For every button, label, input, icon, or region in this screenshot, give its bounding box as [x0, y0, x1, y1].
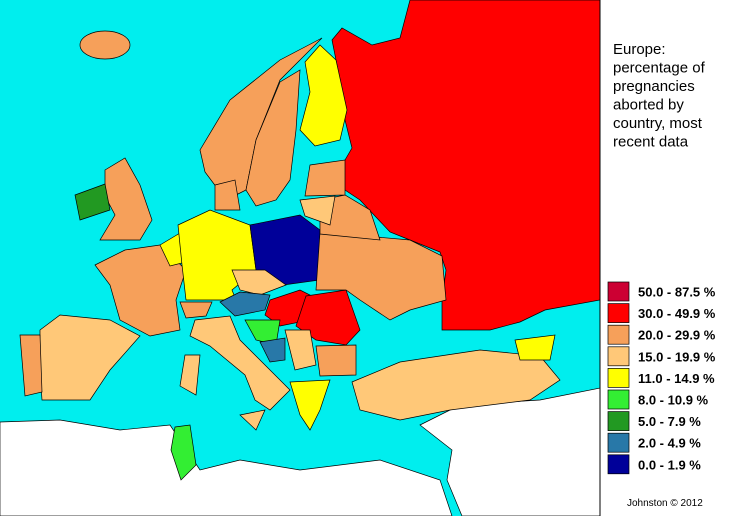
- sweden: [245, 69, 301, 207]
- legend-label: 50.0 - 87.5 %: [638, 285, 716, 300]
- sardinia: [179, 354, 201, 396]
- sicily: [239, 409, 266, 431]
- legend-swatch: [607, 432, 630, 453]
- lithuania: [299, 195, 336, 226]
- legend-label: 20.0 - 29.9 %: [638, 328, 716, 343]
- africa: [0, 419, 453, 516]
- belarus: [319, 194, 381, 241]
- legend-label: 0.0 - 1.9 %: [638, 457, 701, 472]
- bosnia: [259, 337, 286, 363]
- title-line: Europe:: [613, 41, 666, 58]
- latvia-estonia: [304, 159, 346, 197]
- legend-swatch: [607, 454, 630, 475]
- legend-swatch: [607, 368, 630, 388]
- legend-label: 8.0 - 10.9 %: [638, 393, 709, 408]
- legend-label: 30.0 - 49.9 %: [638, 306, 716, 321]
- map: [0, 0, 601, 516]
- russia: [331, 0, 601, 331]
- legend-label: 2.0 - 4.9 %: [638, 436, 701, 451]
- denmark: [214, 179, 241, 211]
- turkey: [351, 349, 561, 421]
- ukraine: [315, 231, 447, 321]
- france: [94, 244, 187, 337]
- ireland: [74, 183, 111, 221]
- iceland: [79, 30, 131, 60]
- legend: 50.0 - 87.5 % 30.0 - 49.9 % 20.0 - 29.9 % 1…: [607, 281, 716, 475]
- legend-swatch: [607, 281, 630, 302]
- title-line: recent data: [613, 134, 689, 151]
- finland: [299, 44, 348, 147]
- credit: Johnston © 2012: [627, 498, 703, 509]
- portugal: [19, 334, 43, 397]
- legend-swatch: [607, 303, 630, 323]
- legend-swatch: [607, 389, 630, 410]
- italy: [189, 315, 291, 411]
- serbia: [284, 329, 317, 371]
- legend-label: 15.0 - 19.9 %: [638, 349, 716, 364]
- austria: [219, 291, 271, 317]
- legend-swatch: [607, 411, 630, 431]
- legend-swatch: [607, 324, 630, 345]
- greece: [289, 379, 331, 431]
- legend-label: 5.0 - 7.9 %: [638, 414, 701, 429]
- title-line: country, most: [613, 115, 703, 132]
- switzerland: [179, 301, 213, 319]
- bulgaria: [315, 344, 357, 377]
- title-line: percentage of: [613, 60, 706, 77]
- legend-swatch: [607, 346, 630, 367]
- title-line: pregnancies: [613, 78, 695, 95]
- czechia: [231, 269, 287, 296]
- caucasus: [514, 334, 556, 361]
- title-line: aborted by: [613, 97, 684, 114]
- legend-label: 11.0 - 14.9 %: [638, 371, 715, 386]
- tunisia: [170, 424, 197, 481]
